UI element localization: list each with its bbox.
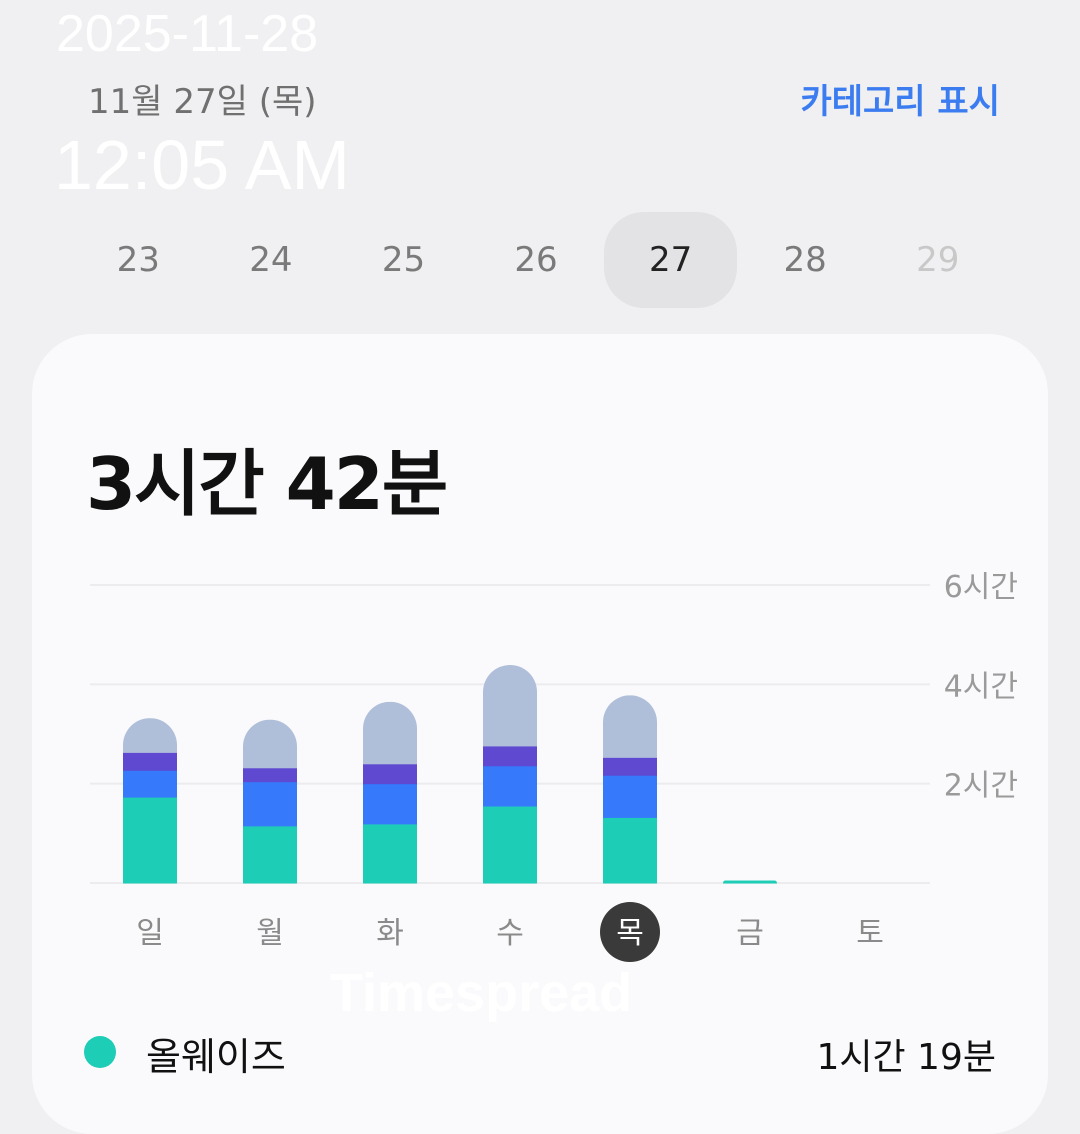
- date-item[interactable]: 26: [514, 240, 558, 280]
- x-tick-label: 토: [856, 916, 884, 951]
- bar-segment: [123, 797, 177, 884]
- y-tick-label: 4시간: [944, 669, 1018, 704]
- date-item[interactable]: 24: [249, 240, 293, 280]
- date-item[interactable]: 25: [381, 240, 426, 280]
- bar-segment: [243, 825, 297, 884]
- bar-segment: [483, 806, 537, 884]
- date-item-disabled: 29: [916, 240, 960, 280]
- bar-segment: [123, 770, 177, 798]
- x-tick-label: 월: [256, 916, 284, 951]
- selected-day-marker: [600, 902, 660, 962]
- bar-segment: [363, 701, 417, 765]
- bar-segment: [123, 752, 177, 771]
- legend-color-dot: [84, 1036, 116, 1068]
- bar-segment: [363, 823, 417, 884]
- x-tick-label: 금: [736, 916, 764, 951]
- bar-수[interactable]: [483, 664, 537, 884]
- bar-segment: [363, 783, 417, 825]
- legend-app-name[interactable]: 올웨이즈: [146, 1035, 286, 1079]
- bar-segment: [603, 775, 657, 818]
- date-item-selected[interactable]: 27: [604, 212, 737, 308]
- overlay-date: 2025-11-28: [56, 5, 319, 63]
- date-header[interactable]: 11월 27일 (목): [88, 82, 317, 122]
- bar-일[interactable]: [123, 718, 177, 884]
- bar-segment: [243, 781, 297, 827]
- bar-segment: [483, 765, 537, 807]
- timespread-watermark: Timespread: [330, 963, 633, 1023]
- bar-segment: [243, 719, 297, 769]
- bar-segment: [483, 745, 537, 767]
- date-item[interactable]: 28: [783, 240, 827, 280]
- bar-segment: [603, 757, 657, 776]
- bar-segment: [363, 763, 417, 785]
- show-category-button[interactable]: 카테고리 표시: [800, 82, 1000, 122]
- bar-월[interactable]: [243, 719, 297, 884]
- y-tick-label: 6시간: [944, 570, 1018, 605]
- usage-card: [32, 334, 1048, 1134]
- overlay-time: 12:05 AM: [54, 126, 350, 204]
- bar-segment: [603, 695, 657, 758]
- bar-segment: [603, 817, 657, 884]
- x-tick-label: 수: [496, 916, 524, 951]
- date-item[interactable]: 23: [116, 240, 160, 280]
- legend-app-time: 1시간 19분: [816, 1037, 996, 1078]
- bar-segment: [243, 767, 297, 783]
- bar-segment: [483, 664, 537, 747]
- bar-목[interactable]: [603, 695, 657, 884]
- x-tick-label: 화: [376, 916, 404, 951]
- bar-금[interactable]: [723, 880, 777, 884]
- total-screen-time: 3시간 42분: [86, 442, 448, 526]
- x-tick-label: 목: [616, 916, 644, 951]
- date-strip: 23 24 25 26 27 28 29: [72, 212, 1004, 308]
- bar-화[interactable]: [363, 701, 417, 884]
- bar-segment: [723, 880, 777, 884]
- y-tick-label: 2시간: [944, 769, 1018, 804]
- x-tick-label: 일: [136, 916, 164, 951]
- bar-segment: [123, 718, 177, 753]
